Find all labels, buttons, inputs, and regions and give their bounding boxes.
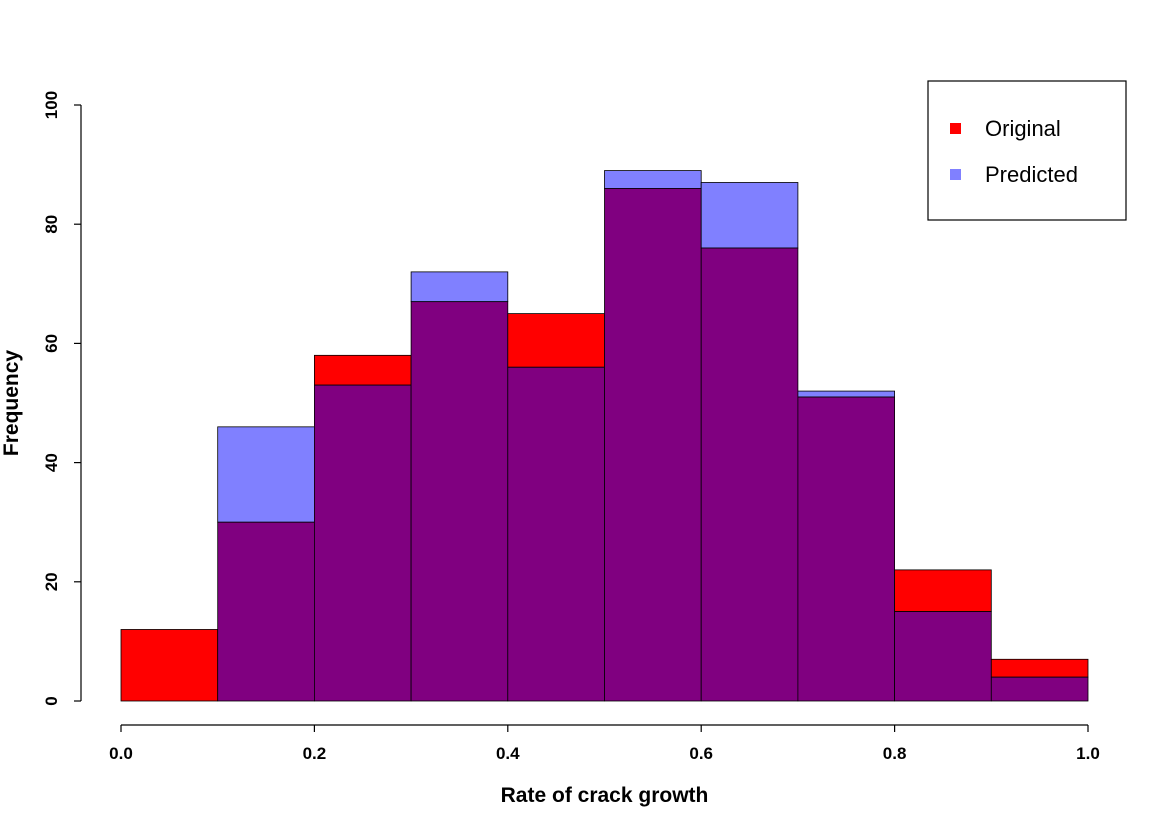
x-axis-ticks: 0.0 0.2 0.4 0.6 0.8 1.0	[109, 725, 1100, 763]
legend-box	[927, 80, 1127, 221]
y-tick-label-0: 0	[42, 696, 61, 705]
bar-overlap-0.4-0.5	[507, 366, 605, 702]
y-axis-ticks: 0 20 40 60 80 100	[42, 91, 81, 706]
legend: Original Predicted	[927, 80, 1127, 221]
bar-overlap-0.1-0.2	[217, 521, 315, 702]
bar-predicted-excess-0.6-0.7	[700, 182, 799, 249]
y-axis-title: Frequency	[0, 350, 23, 457]
bar-original-excess-0.8-0.9	[894, 569, 992, 613]
y-tick-label-40: 40	[42, 453, 61, 472]
bars-layer	[120, 170, 1089, 702]
axes-layer: 0.0 0.2 0.4 0.6 0.8 1.0 0 20 40 60 80 100 Rate of …	[0, 91, 1100, 807]
bar-predicted-excess-0.7-0.8	[797, 390, 896, 398]
y-tick-label-80: 80	[42, 215, 61, 234]
legend-swatch-predicted	[950, 169, 961, 180]
x-tick-label-0.4: 0.4	[496, 744, 520, 763]
bar-original-excess-0.9-1.0	[990, 658, 1089, 678]
bar-original-excess-0.0-0.1	[120, 629, 219, 702]
bar-overlap-0.9-1.0	[990, 676, 1089, 702]
bar-predicted-excess-0.5-0.6	[604, 170, 702, 189]
bar-original-excess-0.2-0.3	[313, 354, 412, 386]
bar-overlap-0.3-0.4	[410, 301, 509, 702]
x-axis-title: Rate of crack growth	[501, 784, 709, 807]
legend-label-original: Original	[985, 116, 1061, 141]
x-tick-label-1.0: 1.0	[1076, 744, 1100, 763]
bar-overlap-0.2-0.3	[313, 384, 412, 702]
y-tick-label-60: 60	[42, 334, 61, 353]
x-tick-label-0.8: 0.8	[883, 744, 907, 763]
y-tick-label-20: 20	[42, 572, 61, 591]
legend-label-predicted: Predicted	[985, 162, 1078, 187]
bar-overlap-0.6-0.7	[700, 247, 799, 702]
bar-predicted-excess-0.3-0.4	[410, 271, 509, 303]
legend-swatch-original	[950, 123, 961, 134]
bar-original-excess-0.4-0.5	[507, 313, 605, 368]
y-tick-label-100: 100	[42, 91, 61, 119]
x-tick-label-0.2: 0.2	[303, 744, 327, 763]
bar-predicted-excess-0.1-0.2	[217, 426, 315, 523]
bar-overlap-0.8-0.9	[894, 611, 992, 702]
x-tick-label-0.0: 0.0	[109, 744, 133, 763]
bar-overlap-0.5-0.6	[604, 188, 702, 702]
x-tick-label-0.6: 0.6	[689, 744, 713, 763]
bar-overlap-0.7-0.8	[797, 396, 896, 702]
